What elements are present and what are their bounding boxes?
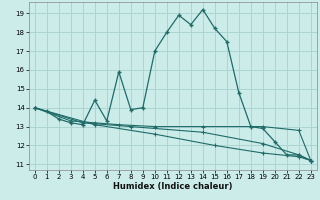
X-axis label: Humidex (Indice chaleur): Humidex (Indice chaleur) bbox=[113, 182, 233, 191]
